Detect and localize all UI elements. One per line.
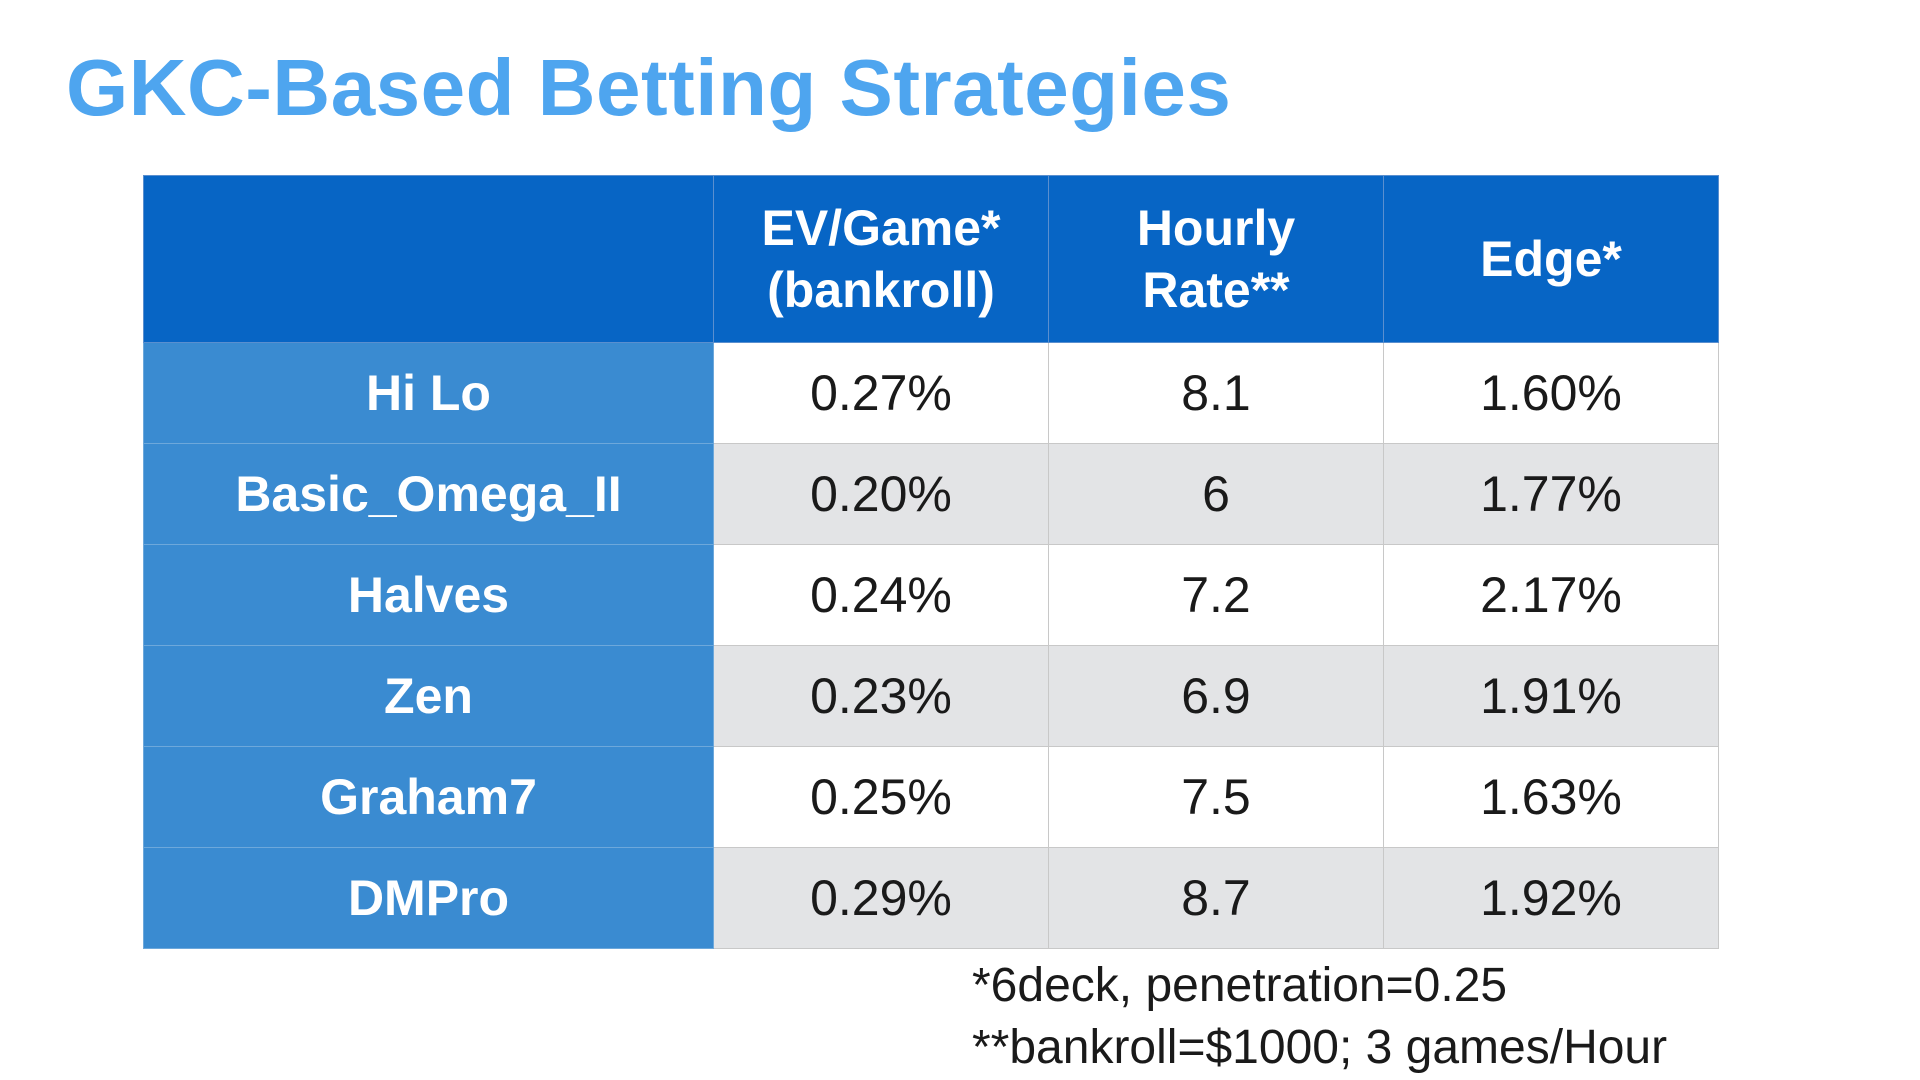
- hourly-cell: 7.5: [1048, 746, 1384, 848]
- header-empty-cell: [143, 175, 714, 343]
- edge-cell: 2.17%: [1383, 544, 1719, 646]
- hourly-cell: 8.1: [1048, 342, 1384, 444]
- header-hourly-rate: Hourly Rate**: [1048, 175, 1384, 343]
- ev-cell: 0.27%: [713, 342, 1049, 444]
- header-hourly-line-2: Rate**: [1142, 262, 1290, 318]
- header-ev-line-2: (bankroll): [767, 262, 995, 318]
- edge-cell: 1.77%: [1383, 443, 1719, 545]
- row-label: Halves: [143, 544, 714, 646]
- footnotes: *6deck, penetration=0.25 **bankroll=$100…: [972, 955, 1667, 1079]
- hourly-cell: 6: [1048, 443, 1384, 545]
- row-label: Basic_Omega_II: [143, 443, 714, 545]
- table-row: Graham7 0.25% 7.5 1.63%: [143, 746, 1719, 848]
- hourly-cell: 6.9: [1048, 645, 1384, 747]
- table-row: Basic_Omega_II 0.20% 6 1.77%: [143, 443, 1719, 545]
- row-label: Graham7: [143, 746, 714, 848]
- row-label: DMPro: [143, 847, 714, 949]
- slide-title: GKC-Based Betting Strategies: [66, 43, 1232, 132]
- ev-cell: 0.20%: [713, 443, 1049, 545]
- hourly-cell: 8.7: [1048, 847, 1384, 949]
- header-edge-line-1: Edge*: [1480, 230, 1622, 287]
- footnote-bankroll: **bankroll=$1000; 3 games/Hour: [972, 1021, 1668, 1074]
- footnote-deck: *6deck, penetration=0.25: [972, 959, 1508, 1012]
- edge-cell: 1.91%: [1383, 645, 1719, 747]
- header-edge: Edge*: [1383, 175, 1719, 343]
- hourly-cell: 7.2: [1048, 544, 1384, 646]
- ev-cell: 0.25%: [713, 746, 1049, 848]
- header-ev-line-1: EV/Game*: [761, 199, 1001, 256]
- edge-cell: 1.92%: [1383, 847, 1719, 949]
- edge-cell: 1.60%: [1383, 342, 1719, 444]
- edge-cell: 1.63%: [1383, 746, 1719, 848]
- ev-cell: 0.23%: [713, 645, 1049, 747]
- row-label: Hi Lo: [143, 342, 714, 444]
- table-row: Halves 0.24% 7.2 2.17%: [143, 544, 1719, 646]
- table-row: Hi Lo 0.27% 8.1 1.60%: [143, 342, 1719, 444]
- table-row: DMPro 0.29% 8.7 1.92%: [143, 847, 1719, 949]
- strategy-table: EV/Game* (bankroll) Hourly Rate** Edge* …: [143, 175, 1719, 949]
- table-row: Zen 0.23% 6.9 1.91%: [143, 645, 1719, 747]
- header-ev-per-game: EV/Game* (bankroll): [713, 175, 1049, 343]
- row-label: Zen: [143, 645, 714, 747]
- header-hourly-line-1: Hourly: [1136, 199, 1296, 256]
- table-header-row: EV/Game* (bankroll) Hourly Rate** Edge*: [143, 175, 1719, 343]
- ev-cell: 0.29%: [713, 847, 1049, 949]
- ev-cell: 0.24%: [713, 544, 1049, 646]
